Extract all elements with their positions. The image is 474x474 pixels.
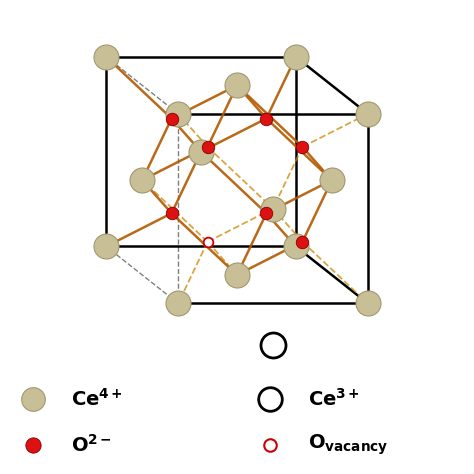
Text: $\mathbf{O_{vacancy}}$: $\mathbf{O_{vacancy}}$ bbox=[308, 433, 389, 457]
Text: $\mathbf{O^{2-}}$: $\mathbf{O^{2-}}$ bbox=[71, 434, 112, 456]
Text: $\mathbf{Ce^{3+}}$: $\mathbf{Ce^{3+}}$ bbox=[308, 388, 360, 410]
Text: $\mathbf{Ce^{4+}}$: $\mathbf{Ce^{4+}}$ bbox=[71, 388, 123, 410]
